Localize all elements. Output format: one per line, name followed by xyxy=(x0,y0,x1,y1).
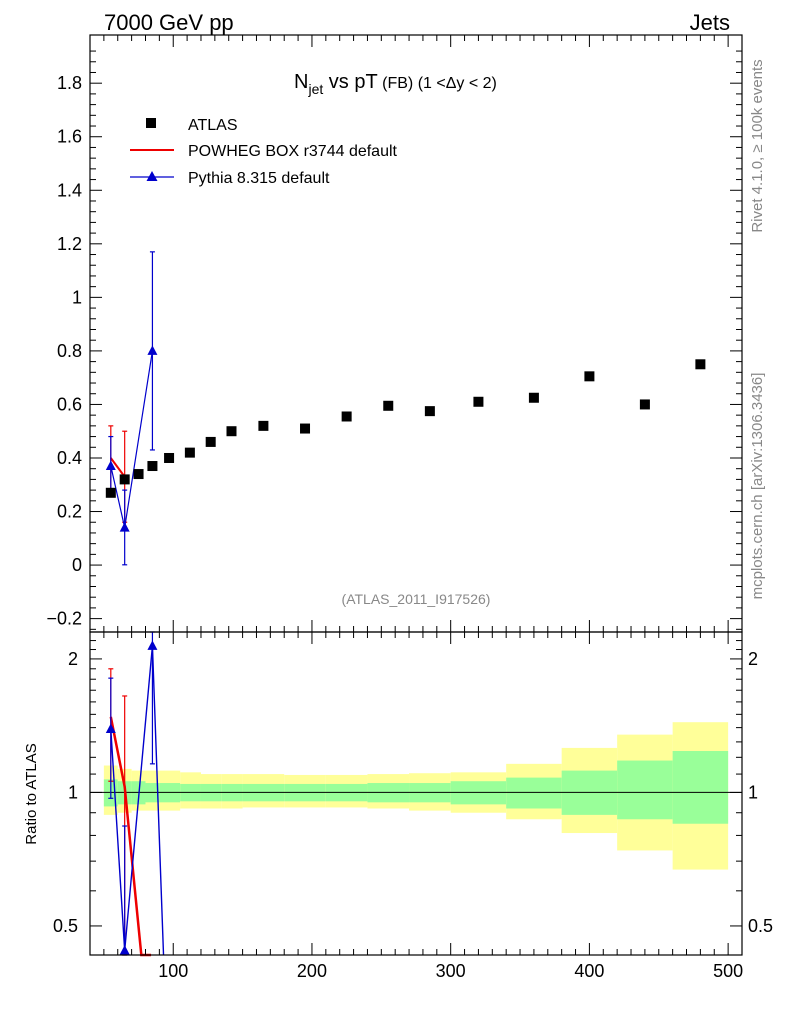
main-y-tick-label: 1.6 xyxy=(57,127,82,147)
main-y-tick-label: 0 xyxy=(72,555,82,575)
ratio-y-tick-label-right: 1 xyxy=(748,782,758,802)
pythia-line xyxy=(110,350,154,528)
main-y-tick-labels: −0.2 0 0.2 0.4 0.6 0.8 1 1.2 1.4 1.6 1.8 xyxy=(46,73,82,628)
ratio-y-tick-label: 1 xyxy=(68,782,78,802)
main-y-tick-label: 0.6 xyxy=(57,394,82,414)
legend-marker-pythia xyxy=(146,171,158,181)
x-tick-label: 400 xyxy=(574,961,604,981)
x-tick-label: 200 xyxy=(297,961,327,981)
ratio-y-tick-label: 0.5 xyxy=(53,916,78,936)
x-tick-label: 100 xyxy=(158,961,188,981)
atlas-point xyxy=(695,359,706,370)
atlas-point xyxy=(584,371,595,382)
ratio-y-tick-labels: 0.5 0.5 1 1 2 2 xyxy=(53,649,773,936)
legend-marker-atlas xyxy=(146,118,156,128)
atlas-point xyxy=(226,426,237,437)
legend: ATLAS POWHEG BOX r3744 default Pythia 8.… xyxy=(130,117,398,187)
atlas-point xyxy=(119,474,130,485)
energy-label: 7000 GeV pp xyxy=(104,10,234,35)
analysis-id: (ATLAS_2011_I917526) xyxy=(342,591,491,607)
atlas-point xyxy=(383,400,394,411)
atlas-point xyxy=(528,392,539,403)
ratio-pythia-line xyxy=(110,645,165,956)
ratio-pythia-point xyxy=(147,640,158,650)
main-y-tick-label: 1 xyxy=(72,287,82,307)
main-y-tick-label: 0.2 xyxy=(57,502,82,522)
legend-label-atlas: ATLAS xyxy=(188,117,238,134)
ratio-uncertainty-bands xyxy=(90,722,742,870)
pythia-point xyxy=(147,345,158,355)
pythia-point xyxy=(119,522,130,532)
main-panel: −0.2 0 0.2 0.4 0.6 0.8 1 1.2 1.4 1.6 1.8 Njet vs p… xyxy=(46,34,743,633)
rivet-label: Rivet 4.1.0, ≥ 100k events xyxy=(749,59,766,232)
ratio-y-tick-label-right: 0.5 xyxy=(748,916,773,936)
ratio-pythia-point xyxy=(105,723,116,734)
ratio-y-tick-label: 2 xyxy=(68,649,78,669)
ratio-panel: 0.5 0.5 1 1 2 2 100 200 300 400 500 Ratio to ATLA… xyxy=(23,631,773,981)
x-tick-label: 500 xyxy=(713,961,743,981)
main-y-tick-label: 1.4 xyxy=(57,180,82,200)
ratio-frame xyxy=(89,631,743,956)
ratio-band-green xyxy=(506,777,562,809)
powheg-line xyxy=(110,457,126,478)
x-tick-labels: 100 200 300 400 500 xyxy=(158,961,743,981)
atlas-point xyxy=(184,447,195,458)
main-data-layer xyxy=(105,251,706,566)
main-y-tick-label: −0.2 xyxy=(46,609,82,629)
main-y-tick-label: 0.8 xyxy=(57,341,82,361)
category-label: Jets xyxy=(690,10,730,35)
ratio-pythia-point xyxy=(119,945,130,955)
atlas-point xyxy=(424,406,435,417)
ratio-axis-ticks xyxy=(90,632,742,955)
main-y-tick-label: 0.4 xyxy=(57,448,82,468)
atlas-point xyxy=(258,420,269,431)
atlas-point xyxy=(300,423,311,434)
legend-label-powheg: POWHEG BOX r3744 default xyxy=(188,143,398,160)
atlas-point xyxy=(341,411,352,422)
atlas-point xyxy=(164,452,175,463)
ratio-band-green xyxy=(672,751,729,824)
x-tick-label: 300 xyxy=(436,961,466,981)
pythia-point xyxy=(105,460,116,471)
atlas-point xyxy=(105,487,116,498)
atlas-point xyxy=(205,436,216,447)
atlas-point xyxy=(133,469,144,480)
atlas-point xyxy=(473,396,484,407)
ratio-band-green xyxy=(617,760,673,820)
main-y-tick-label: 1.2 xyxy=(57,234,82,254)
ratio-y-tick-label-right: 2 xyxy=(748,649,758,669)
plot-title: Njet vs pT (FB) (1 <Δy < 2) xyxy=(294,71,497,97)
main-axis-ticks xyxy=(90,35,742,632)
main-y-tick-label: 1.8 xyxy=(57,73,82,93)
mcplots-label: mcplots.cern.ch [arXiv:1306.3436] xyxy=(749,373,766,600)
atlas-point xyxy=(147,461,158,472)
atlas-point xyxy=(639,399,650,410)
legend-label-pythia: Pythia 8.315 default xyxy=(188,170,330,187)
ratio-axis-label: Ratio to ATLAS xyxy=(23,743,40,844)
